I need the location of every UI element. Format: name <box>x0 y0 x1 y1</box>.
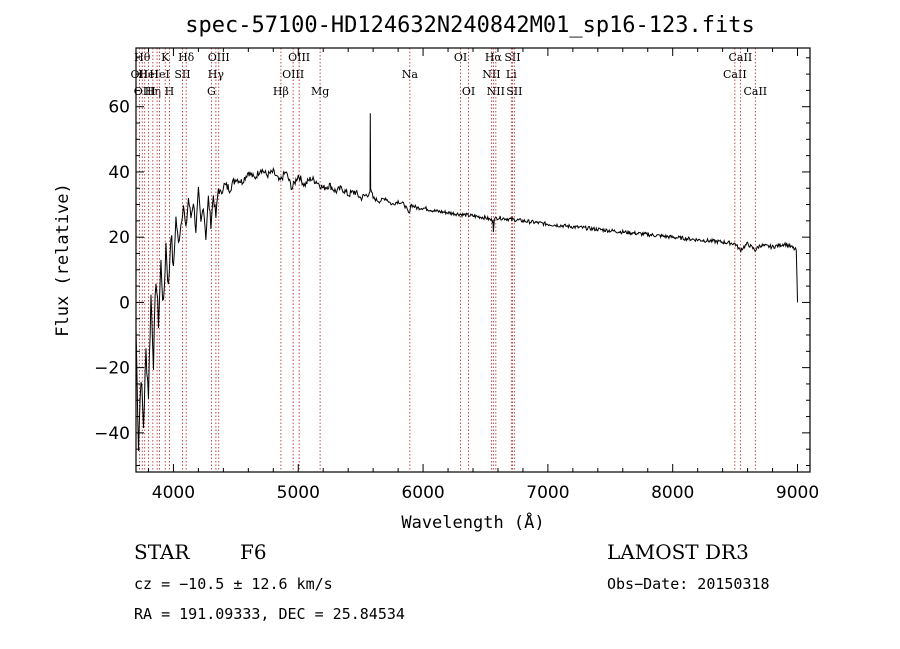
spectral-line-label: Li <box>506 68 517 81</box>
chart-title: spec-57100-HD124632N240842M01_sp16-123.f… <box>185 13 755 38</box>
spectral-line-label: NII <box>482 68 500 81</box>
y-axis: −40 −20 0 20 40 60 <box>94 57 810 466</box>
spectral-line-label: Hδ <box>178 51 195 64</box>
spectral-line-label: Na <box>402 68 419 81</box>
y-tick-label: −40 <box>94 424 130 444</box>
spectral-line-label: Hθ <box>134 51 151 64</box>
spectral-line-label: OI <box>462 85 475 98</box>
redshift-value: cz = −10.5 ± 12.6 km/s <box>134 575 333 593</box>
spectral-line-label: HeI <box>149 68 169 81</box>
spectral-line-label: Hγ <box>208 68 225 81</box>
spectral-subclass: F6 <box>240 540 267 564</box>
x-axis-label: Wavelength (Å) <box>401 511 544 533</box>
spectral-line-label: OI <box>454 51 467 64</box>
coordinates: RA = 191.09333, DEC = 25.84534 <box>134 605 405 623</box>
spectral-line-label: Hη <box>145 85 161 98</box>
spectral-line-label: CaII <box>729 51 753 64</box>
x-tick-label: 6000 <box>401 483 444 503</box>
spectral-line-label: OIII <box>134 85 156 98</box>
y-tick-label: 20 <box>108 228 130 248</box>
line-markers: OIIHθOIIIHeIHηHeIKHSIIHδGHγOIIIHβOIIIOII… <box>131 48 767 472</box>
object-class: STAR <box>134 540 190 564</box>
spectral-line-label: H <box>165 85 175 98</box>
spectral-line-label: Mg <box>311 85 329 98</box>
x-tick-label: 8000 <box>651 483 694 503</box>
spectral-line-label: OIII <box>282 68 304 81</box>
x-tick-label: 9000 <box>776 483 819 503</box>
spectral-line-label: Hβ <box>273 85 289 98</box>
y-tick-label: 0 <box>119 293 130 313</box>
x-tick-label: 5000 <box>277 483 320 503</box>
spectral-line-label: SII <box>504 51 520 64</box>
spectral-line-label: OIII <box>208 51 230 64</box>
observation-date: Obs−Date: 20150318 <box>607 575 770 593</box>
x-tick-label: 7000 <box>526 483 569 503</box>
spectral-line-label: G <box>207 85 216 98</box>
spectral-line-label: CaII <box>743 85 767 98</box>
spectral-line-label: HeI <box>138 68 158 81</box>
y-tick-label: 40 <box>108 163 130 183</box>
spectral-line-label: CaII <box>723 68 747 81</box>
plot-frame <box>135 47 811 473</box>
spectral-line-label: K <box>161 51 170 64</box>
x-tick-label: 4000 <box>152 483 195 503</box>
spectral-line-label: SII <box>506 85 522 98</box>
y-tick-label: 60 <box>108 98 130 118</box>
spectral-line-label: Hα <box>485 51 503 64</box>
spectral-line-label: SII <box>174 68 190 81</box>
survey-name: LAMOST DR3 <box>607 540 749 564</box>
y-tick-label: −20 <box>94 359 130 379</box>
spectrum-series <box>135 113 799 451</box>
spectral-line-label: OIII <box>288 51 310 64</box>
spectrum-line <box>135 113 799 451</box>
y-axis-label: Flux (relative) <box>53 183 73 337</box>
x-axis: 4000 5000 6000 7000 8000 9000 <box>147 48 819 503</box>
spectral-line-label: NII <box>487 85 505 98</box>
